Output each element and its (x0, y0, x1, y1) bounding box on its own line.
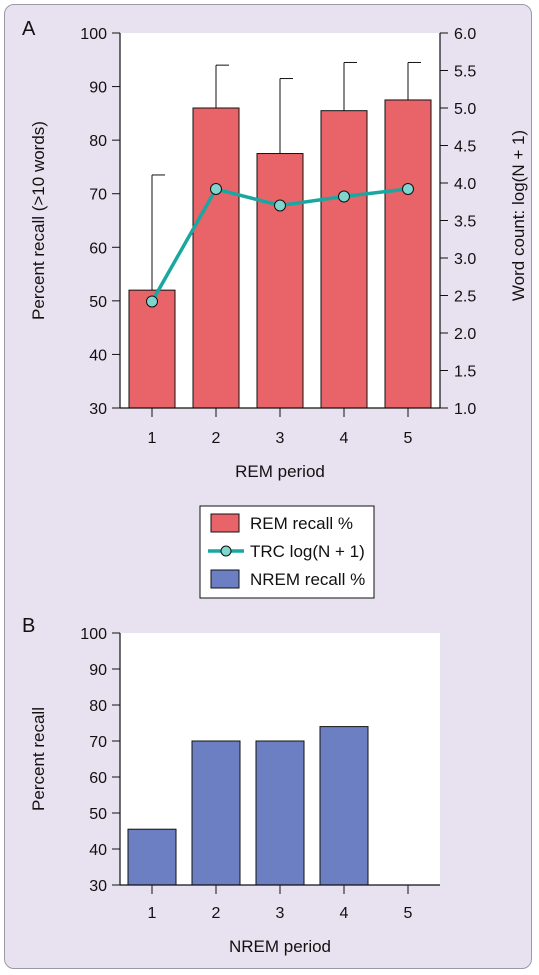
legend-trc-marker (220, 545, 232, 557)
panel-a-y2-tick-label: 6.0 (454, 26, 476, 43)
panel-b-x-axis-label: NREM period (229, 937, 331, 956)
trc-point (146, 295, 158, 308)
panel-b-y-tick-label: 100 (80, 626, 107, 643)
panel-a-y2-tick-label: 4.5 (454, 139, 476, 156)
panel-a-y-tick-label: 90 (89, 80, 107, 97)
panel-a-x-tick-label: 2 (212, 430, 221, 447)
panel-a-y2-tick-label: 2.5 (454, 289, 476, 306)
nrem-bar (255, 740, 305, 886)
panel-b-y-tick-label: 80 (89, 698, 107, 715)
legend-nrem-swatch (210, 569, 240, 589)
panel-a-y2-tick-label: 2.0 (454, 326, 476, 343)
legend-nrem-label: NREM recall % (250, 570, 365, 589)
panel-a-y2-tick-label: 3.0 (454, 251, 476, 268)
nrem-bar (127, 828, 177, 886)
panel-b-x-tick-label: 1 (148, 905, 157, 922)
panel-b-y-tick-label: 90 (89, 662, 107, 679)
panel-b-y-tick-label: 60 (89, 770, 107, 787)
rem-bar (384, 99, 432, 409)
panel-b-y-axis-label: Percent recall (29, 707, 48, 811)
panel-a-label: A (22, 18, 36, 40)
rem-bar (256, 153, 304, 409)
panel-a-y2-tick-label: 3.5 (454, 214, 476, 231)
panel-b-x-tick-label: 4 (340, 905, 349, 922)
panel-a-y-tick-label: 60 (89, 240, 107, 257)
legend-rem-label: REM recall % (250, 514, 353, 533)
panel-b-y-tick-label: 40 (89, 842, 107, 859)
panel-a-y2-tick-label: 5.0 (454, 101, 476, 118)
rem-bar (128, 289, 176, 409)
panel-a-y-tick-label: 30 (89, 401, 107, 418)
panel-b-y-tick-label: 30 (89, 878, 107, 895)
panel-b-x-tick-label: 2 (212, 905, 221, 922)
panel-a-x-axis-label: REM period (235, 462, 325, 481)
panel-b-y-tick-label: 50 (89, 806, 107, 823)
panel-a-x-tick-label: 4 (340, 430, 349, 447)
trc-point (274, 199, 286, 212)
panel-a-y2-tick-label: 4.0 (454, 176, 476, 193)
panel-b-label: B (22, 615, 35, 637)
panel-a-y-axis-label: Percent recall (>10 words) (29, 121, 48, 320)
panel-a-y2-tick-label: 1.0 (454, 401, 476, 418)
panel-a-x-tick-label: 3 (276, 430, 285, 447)
nrem-bar (191, 740, 241, 886)
panel-a-x-tick-label: 5 (404, 430, 413, 447)
trc-point (210, 183, 222, 195)
panel-a-y2-tick-label: 1.5 (454, 364, 476, 381)
trc-point (338, 190, 350, 203)
trc-point (402, 183, 414, 195)
panel-a-y-tick-label: 80 (89, 133, 107, 150)
legend-rem-swatch (210, 513, 240, 533)
legend-trc-label: TRC log(N + 1) (250, 542, 365, 561)
nrem-bar (319, 726, 369, 886)
rem-bar (320, 110, 368, 409)
panel-a-y2-tick-label: 5.5 (454, 64, 476, 81)
panel-a-y2-axis-label: Word count: log(N + 1) (509, 130, 528, 301)
panel-b-x-tick-label: 3 (276, 905, 285, 922)
rem-bar (192, 107, 240, 409)
panel-a-x-tick-label: 1 (148, 430, 157, 447)
panel-b-x-tick-label: 5 (404, 905, 413, 922)
panel-a-y-tick-label: 50 (89, 294, 107, 311)
panel-b-y-tick-label: 70 (89, 734, 107, 751)
panel-a-y-tick-label: 100 (80, 26, 107, 43)
panel-a-y-tick-label: 40 (89, 347, 107, 364)
panel-a-y-tick-label: 70 (89, 187, 107, 204)
